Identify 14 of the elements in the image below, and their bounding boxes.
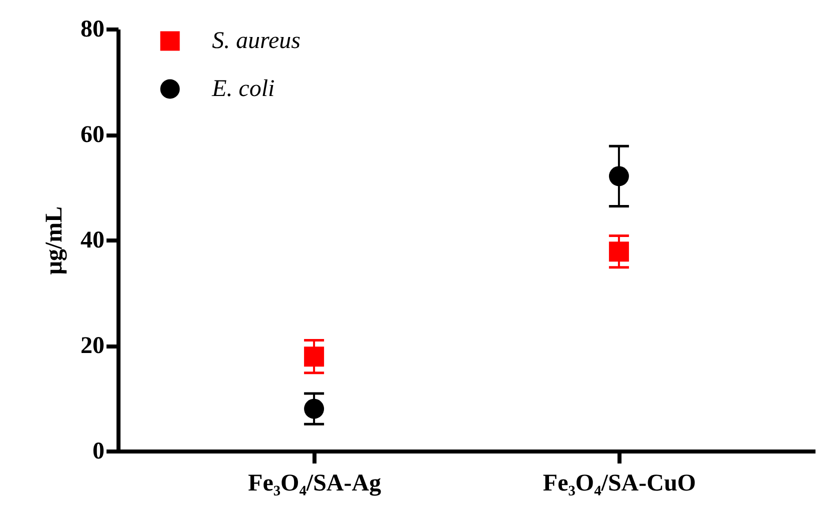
legend-label: S. aureus (212, 28, 300, 54)
x-tick-label: Fe₃O₄/SA-CuO (542, 470, 696, 496)
point (304, 346, 324, 367)
y-tick-label: 20 (80, 333, 104, 359)
x-tick-label: Fe₃O₄/SA-Ag (248, 470, 382, 496)
y-tick-label: 80 (80, 16, 104, 42)
y-tick-label: 60 (80, 122, 104, 148)
point (608, 166, 629, 186)
y-tick-label: 0 (92, 438, 104, 464)
legend-label: E. coli (211, 76, 275, 102)
point (304, 398, 324, 419)
y-tick-label: 40 (80, 228, 104, 254)
point (608, 242, 629, 262)
y-axis-title: μg/mL (42, 206, 68, 275)
